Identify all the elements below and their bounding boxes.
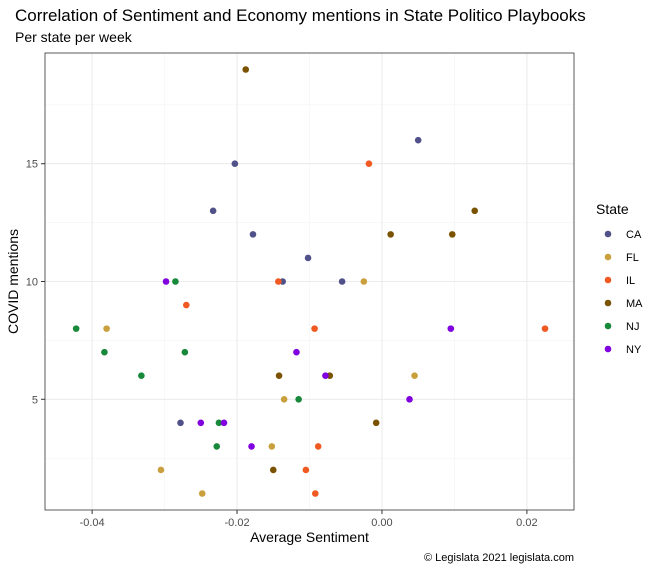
legend-key-fl (604, 253, 612, 261)
data-point-fl (268, 443, 276, 450)
legend-label-il: IL (626, 275, 635, 287)
data-point-fl (360, 278, 368, 285)
legend-label-ma: MA (626, 298, 643, 310)
axis-ticks: -0.04 -0.02 0.00 0.02 5 10 15 (26, 159, 538, 529)
data-point-ma (372, 419, 380, 427)
data-point-ma (275, 372, 283, 380)
data-point-ca (177, 419, 184, 427)
chart-subtitle: Per state per week (15, 29, 133, 45)
data-point-nj (213, 443, 221, 450)
data-point-nj (181, 348, 189, 356)
chart-caption: © Legislata 2021 legislata.com (424, 552, 574, 564)
data-point-il (311, 490, 319, 497)
grid (45, 53, 574, 510)
x-tick-label: 0.00 (371, 517, 392, 529)
data-point-nj (72, 325, 80, 332)
data-point-ma (269, 466, 277, 474)
data-point-il (275, 278, 282, 285)
y-tick-label: 15 (26, 159, 38, 171)
legend-key-nj (604, 322, 612, 330)
data-point-ca (231, 160, 239, 168)
data-point-ny (220, 419, 228, 427)
data-point-nj (101, 348, 108, 356)
data-point-ca (414, 136, 422, 144)
data-point-ny (248, 443, 255, 450)
legend-title: State (596, 201, 629, 217)
legend: State CA FL IL MA NJ NY (596, 201, 643, 356)
data-point-nj (215, 419, 223, 427)
data-point-il (311, 325, 318, 332)
data-point-nj (295, 395, 302, 403)
legend-key-ma (604, 299, 612, 307)
x-axis-title: Average Sentiment (250, 529, 369, 545)
data-point-nj (138, 372, 145, 380)
data-point-il (365, 160, 373, 168)
data-point-fl (280, 395, 288, 403)
data-point-ca (338, 278, 346, 285)
data-point-il (541, 325, 549, 332)
data-point-ny (322, 372, 329, 380)
data-points (72, 66, 549, 497)
x-tick-label: 0.02 (516, 517, 537, 529)
legend-label-nj: NJ (626, 321, 639, 333)
data-point-fl (157, 466, 165, 474)
data-point-ny (162, 278, 170, 285)
legend-key-ca (604, 230, 612, 238)
data-point-ma (448, 231, 456, 238)
data-point-ma (471, 207, 479, 215)
legend-label-ca: CA (626, 229, 642, 241)
data-point-fl (103, 325, 110, 332)
chart-title: Correlation of Sentiment and Economy men… (15, 6, 586, 25)
data-point-ca (304, 254, 312, 262)
data-point-il (183, 301, 190, 309)
data-point-il (302, 466, 310, 474)
legend-key-ny (604, 345, 612, 353)
legend-key-il (604, 276, 612, 284)
x-tick-label: -0.04 (80, 517, 105, 529)
y-tick-label: 5 (32, 394, 38, 406)
data-point-ma (242, 66, 250, 73)
data-point-ma (387, 231, 394, 238)
legend-label-fl: FL (626, 252, 639, 264)
data-point-fl (198, 490, 206, 497)
data-point-ny (197, 419, 205, 427)
data-point-il (314, 443, 322, 450)
data-point-nj (172, 278, 179, 285)
data-point-ny (447, 325, 455, 332)
x-tick-label: -0.02 (224, 517, 249, 529)
data-point-ny (293, 348, 300, 356)
data-point-ca (249, 231, 257, 238)
data-point-ny (406, 395, 413, 403)
data-point-fl (411, 372, 418, 380)
y-tick-label: 10 (26, 277, 38, 289)
y-axis-title: COVID mentions (5, 229, 21, 334)
legend-label-ny: NY (626, 344, 642, 356)
data-point-ca (209, 207, 217, 215)
